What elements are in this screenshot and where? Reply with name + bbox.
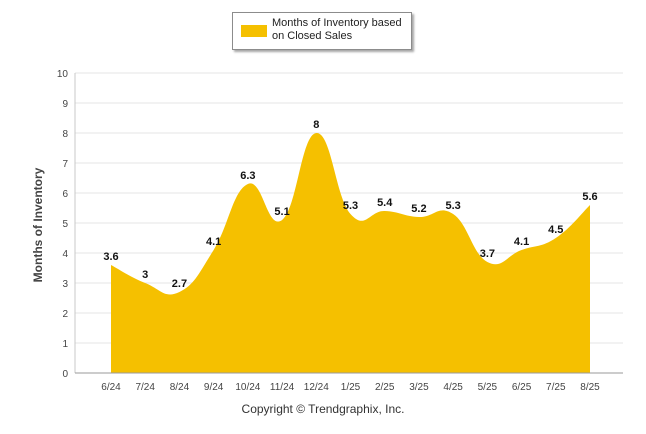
x-tick-label: 10/24 <box>235 382 260 393</box>
data-label: 4.1 <box>206 236 221 248</box>
legend-swatch <box>241 25 267 37</box>
data-label: 5.3 <box>445 200 460 212</box>
data-label: 5.1 <box>274 206 289 218</box>
x-tick-label: 12/24 <box>304 382 329 393</box>
data-label: 6.3 <box>240 170 255 182</box>
y-tick-label: 8 <box>62 129 68 140</box>
y-tick-label: 10 <box>57 69 69 80</box>
area-series <box>111 132 590 373</box>
y-tick-label: 9 <box>62 99 68 110</box>
x-tick-label: 1/25 <box>341 382 361 393</box>
x-tick-label: 8/24 <box>170 382 190 393</box>
x-tick-label: 6/24 <box>101 382 121 393</box>
data-label: 2.7 <box>172 278 187 290</box>
data-label: 3.6 <box>103 251 118 263</box>
y-tick-label: 3 <box>62 279 68 290</box>
x-tick-label: 3/25 <box>409 382 429 393</box>
y-tick-label: 4 <box>62 249 68 260</box>
data-label: 5.6 <box>582 191 597 203</box>
x-tick-label: 11/24 <box>270 382 295 393</box>
data-label: 5.3 <box>343 200 358 212</box>
data-label: 5.4 <box>377 197 393 209</box>
y-tick-label: 5 <box>62 219 68 230</box>
x-tick-label: 7/24 <box>135 382 155 393</box>
x-tick-label: 8/25 <box>580 382 600 393</box>
x-tick-label: 4/25 <box>443 382 463 393</box>
legend-label: Months of Inventory based on Closed Sale… <box>272 17 402 42</box>
x-tick-label: 6/25 <box>512 382 532 393</box>
x-tick-label: 7/25 <box>546 382 566 393</box>
copyright-text: Copyright © Trendgraphix, Inc. <box>241 402 405 416</box>
x-tick-label: 5/25 <box>478 382 498 393</box>
chart-legend: Months of Inventory based on Closed Sale… <box>232 12 412 50</box>
y-tick-label: 2 <box>62 309 68 320</box>
data-label: 5.2 <box>411 203 426 215</box>
data-label: 4.5 <box>548 224 563 236</box>
y-tick-label: 1 <box>62 339 68 350</box>
data-label: 3.7 <box>480 248 495 260</box>
data-label: 8 <box>313 119 319 131</box>
y-tick-label: 7 <box>62 159 68 170</box>
data-label: 3 <box>142 269 148 281</box>
x-tick-label: 9/24 <box>204 382 224 393</box>
y-axis-title: Months of Inventory <box>31 167 45 283</box>
y-tick-label: 6 <box>62 189 68 200</box>
x-tick-label: 2/25 <box>375 382 395 393</box>
data-label: 4.1 <box>514 236 529 248</box>
y-tick-label: 0 <box>62 369 68 380</box>
